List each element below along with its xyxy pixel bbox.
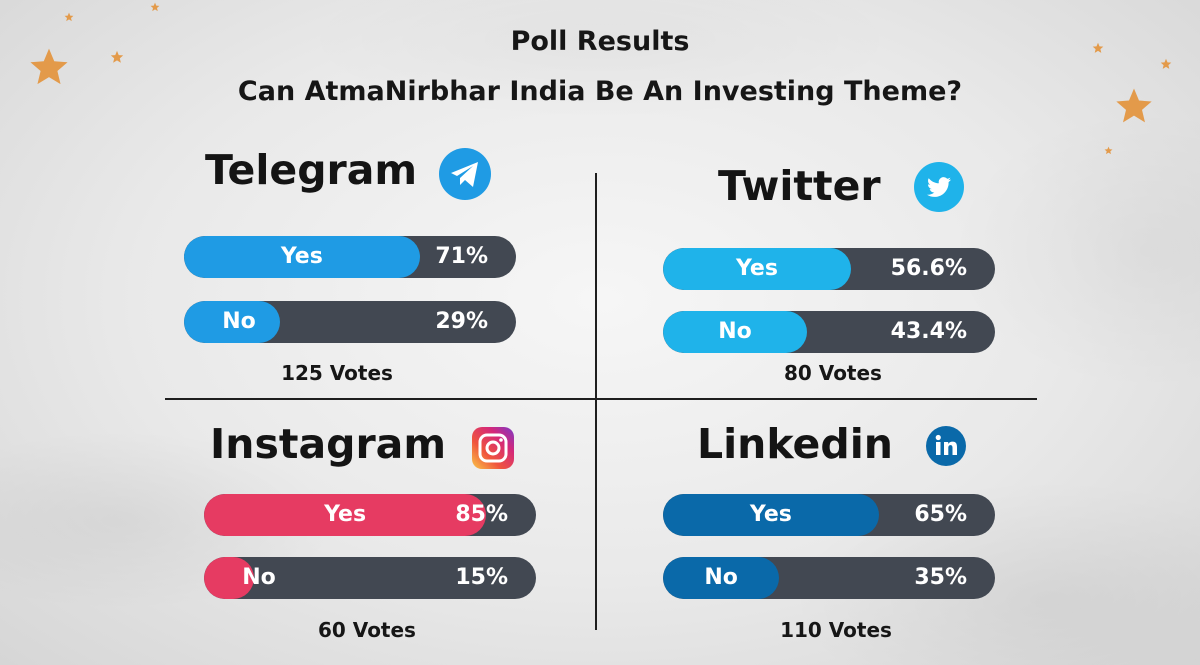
no-bar-fill [184,301,281,343]
instagram-icon [472,427,514,469]
platform-name: Instagram [210,420,447,468]
yes-bar: Yes 85% [204,494,536,536]
no-percent: 43.4% [890,319,967,344]
yes-bar: Yes 65% [663,494,995,536]
star-icon [150,2,160,12]
yes-percent: 56.6% [890,256,967,281]
platform-name: Linkedin [697,420,893,468]
vote-count: 125 Votes [281,361,393,385]
yes-percent: 71% [435,244,488,269]
yes-bar: Yes 71% [184,236,516,278]
star-icon [1092,42,1104,53]
vote-count: 60 Votes [318,618,416,642]
platform-name: Telegram [205,146,418,194]
star-icon [30,48,68,85]
platform-name: Twitter [718,162,881,210]
poll-title: Poll Results [510,26,690,57]
poll-question: Can AtmaNirbhar India Be An Investing Th… [237,76,963,107]
no-percent: 35% [914,565,967,590]
no-bar-fill [204,557,254,599]
yes-label: Yes [735,256,778,281]
yes-label: Yes [324,502,367,527]
yes-percent: 65% [914,502,967,527]
vote-count: 110 Votes [780,618,892,642]
yes-bar-fill [663,494,879,536]
no-bar: No 29% [184,301,516,343]
yes-bar: Yes 56.6% [663,248,995,290]
star-icon [110,50,124,63]
quadrant-divider-vertical [595,173,597,630]
linkedin-icon [926,426,966,466]
yes-label: Yes [280,244,323,269]
no-label: No [242,565,276,590]
no-percent: 15% [455,565,508,590]
quadrant-divider-horizontal [165,398,1037,400]
yes-bar-fill [204,494,487,536]
no-bar-fill [663,311,808,353]
yes-bar-fill [663,248,851,290]
yes-label: Yes [749,502,792,527]
star-icon [1160,58,1172,69]
vote-count: 80 Votes [784,361,882,385]
no-bar-fill [663,557,780,599]
star-icon [64,12,74,22]
no-label: No [222,309,256,334]
telegram-icon [439,148,491,200]
no-percent: 29% [435,309,488,334]
yes-bar-fill [184,236,420,278]
no-bar: No 15% [204,557,536,599]
star-icon [1104,146,1113,155]
no-bar: No 43.4% [663,311,995,353]
no-label: No [718,319,752,344]
yes-percent: 85% [455,502,508,527]
no-bar: No 35% [663,557,995,599]
twitter-icon [914,162,964,212]
star-icon [1116,88,1152,123]
no-label: No [704,565,738,590]
